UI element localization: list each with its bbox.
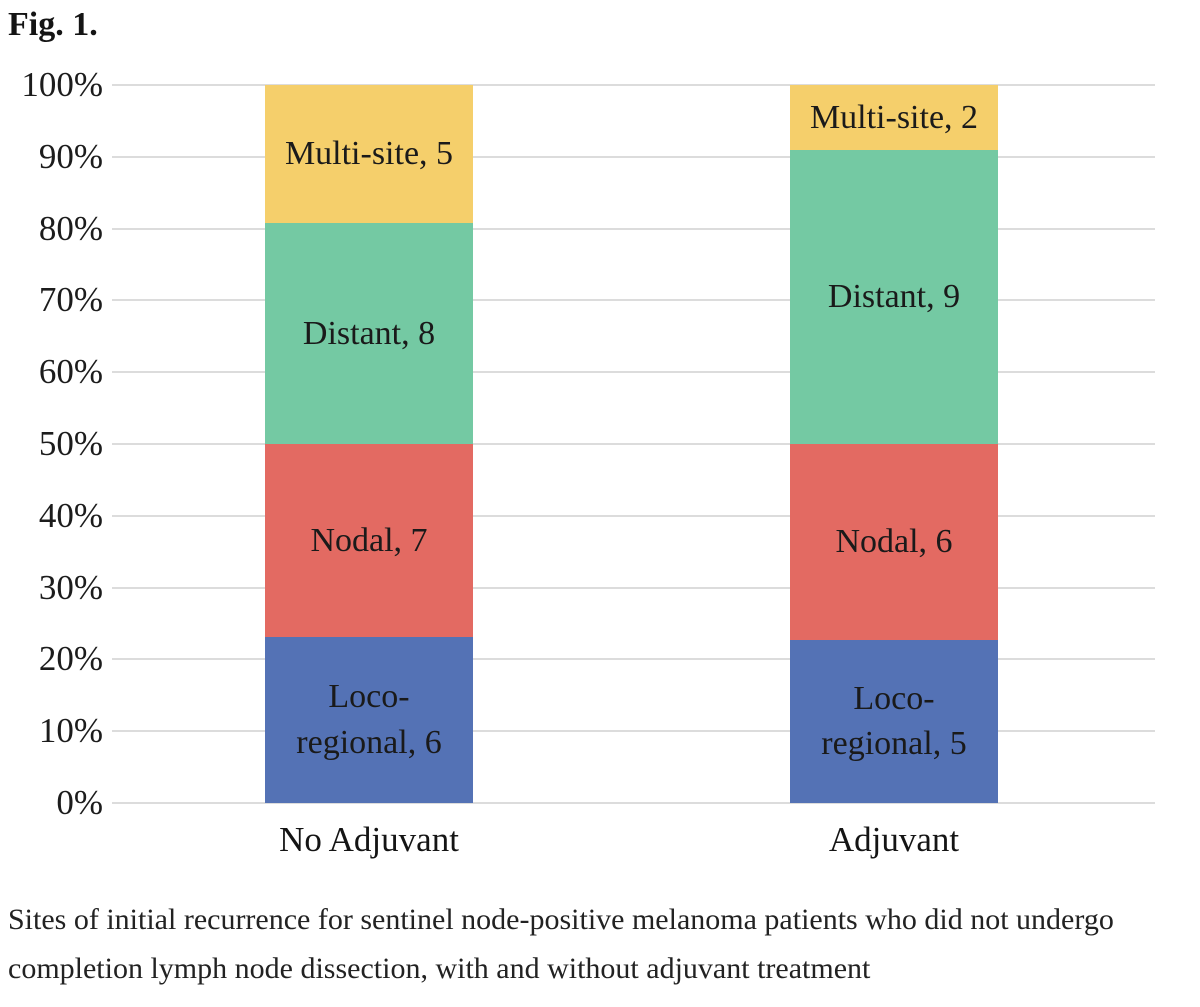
y-tick-label: 20% (38, 639, 103, 679)
segment-multi-site: Multi-site, 2 (790, 85, 998, 151)
y-tick-label: 10% (38, 711, 103, 751)
segment-label: Distant, 9 (827, 278, 961, 316)
segment-distant: Distant, 8 (265, 223, 473, 445)
figure-label: Fig. 1. (8, 6, 98, 43)
gridline-40pct (112, 514, 1155, 517)
plot-area: Loco- regional, 6 Nodal, 7 Distant, 8 Multi… (112, 84, 1155, 804)
segment-label: Nodal, 6 (835, 522, 953, 560)
segment-label: Nodal, 7 (310, 521, 428, 559)
segment-label: Distant, 8 (302, 314, 436, 352)
gridline-70pct (112, 299, 1155, 302)
segment-nodal: Nodal, 6 (790, 444, 998, 640)
gridline-100pct (112, 84, 1155, 86)
y-tick-label: 30% (38, 567, 103, 607)
y-tick-label: 100% (21, 65, 103, 104)
gridline-60pct (112, 371, 1155, 374)
y-tick-label: 60% (38, 352, 103, 392)
gridline-0pct (112, 802, 1155, 804)
stacked-bar-no-adjuvant: Loco- regional, 6 Nodal, 7 Distant, 8 Multi… (265, 85, 473, 803)
segment-nodal: Nodal, 7 (265, 444, 473, 638)
gridline-90pct (112, 155, 1155, 158)
y-axis: 0% 10% 20% 30% 40% 50% 60% 70% 80% 90% 100% (0, 65, 103, 822)
segment-multi-site: Multi-site, 5 (265, 85, 473, 224)
gridline-20pct (112, 658, 1155, 661)
segment-label: Multi-site, 2 (809, 98, 979, 136)
figure-caption: Sites of initial recurrence for sentinel… (8, 903, 1114, 985)
segment-loco-regional: Loco- regional, 5 (790, 639, 998, 803)
stacked-bar-adjuvant: Loco- regional, 5 Nodal, 6 Distant, 9 Multi… (790, 85, 998, 803)
segment-label: Loco- regional, 5 (821, 679, 967, 763)
x-axis-label-adjuvant: Adjuvant (828, 820, 960, 859)
y-tick-label: 50% (38, 424, 103, 463)
gridline-10pct (112, 730, 1155, 733)
segment-label: Multi-site, 5 (284, 135, 454, 173)
gridline-80pct (112, 227, 1155, 230)
gridline-30pct (112, 586, 1155, 589)
y-tick-label: 40% (38, 495, 103, 535)
y-tick-label: 0% (56, 783, 103, 822)
x-axis: No Adjuvant Adjuvant (112, 820, 1155, 870)
y-tick-label: 90% (38, 136, 103, 176)
gridline-50pct (112, 443, 1155, 445)
y-tick-label: 80% (38, 208, 103, 248)
x-axis-label-no-adjuvant: No Adjuvant (279, 820, 459, 859)
segment-loco-regional: Loco- regional, 6 (265, 637, 473, 803)
segment-label: Loco- regional, 6 (296, 678, 442, 762)
y-tick-label: 70% (38, 280, 103, 320)
segment-distant: Distant, 9 (790, 150, 998, 445)
